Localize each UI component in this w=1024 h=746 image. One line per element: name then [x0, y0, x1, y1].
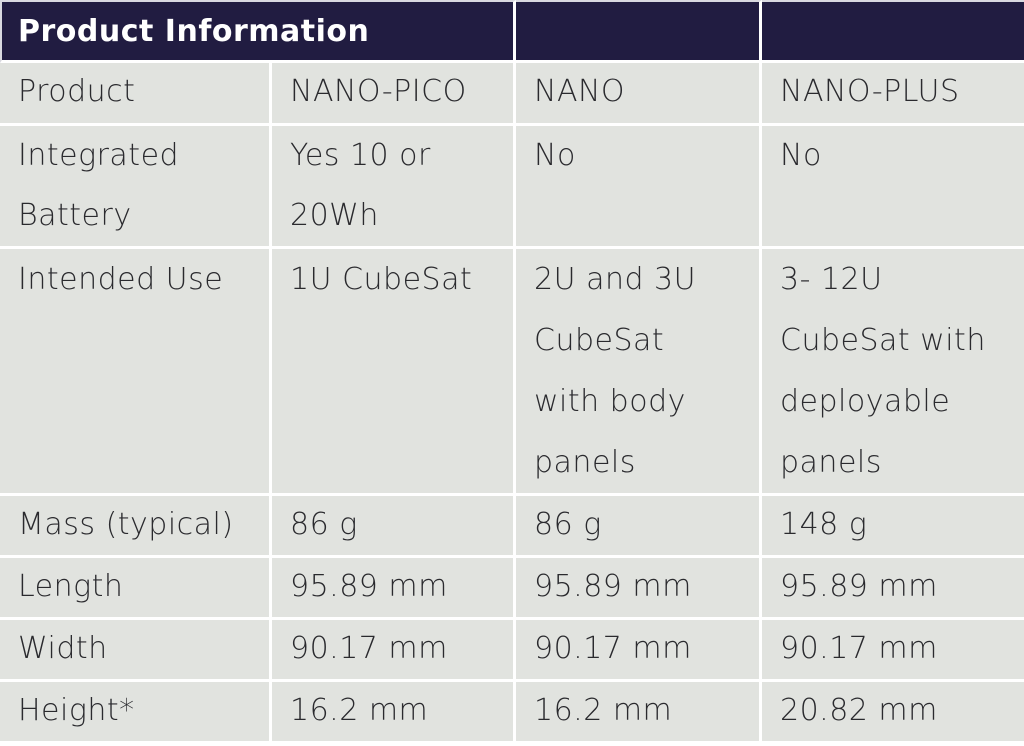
table-cell: Yes 10 or 20Wh	[272, 126, 516, 249]
row-label: Length	[0, 558, 272, 620]
row-label: Intended Use	[0, 249, 272, 496]
table-cell: 148 g	[762, 496, 1024, 558]
row-label: Integrated Battery	[0, 126, 272, 249]
table-row-width: Width 90.17 mm 90.17 mm 90.17 mm	[0, 620, 1024, 682]
table-cell: 86 g	[516, 496, 762, 558]
column-header-nano-plus: NANO-PLUS	[762, 63, 1024, 126]
table-row-mass: Mass (typical) 86 g 86 g 148 g	[0, 496, 1024, 558]
table-cell: 86 g	[272, 496, 516, 558]
table-row-intended-use: Intended Use 1U CubeSat 2U and 3U CubeSa…	[0, 249, 1024, 496]
table-row-product: Product NANO-PICO NANO NANO-PLUS	[0, 63, 1024, 126]
table-cell: 90.17 mm	[516, 620, 762, 682]
column-header-nano-pico: NANO-PICO	[272, 63, 516, 126]
table-cell: 16.2 mm	[272, 682, 516, 744]
table-row-height: Height* 16.2 mm 16.2 mm 20.82 mm	[0, 682, 1024, 744]
table-row-integrated-battery: Integrated Battery Yes 10 or 20Wh No No	[0, 126, 1024, 249]
header-empty-cell	[762, 0, 1024, 63]
table-cell: 95.89 mm	[516, 558, 762, 620]
row-label: Product	[0, 63, 272, 126]
table-cell: No	[762, 126, 1024, 249]
table-cell: 3- 12U CubeSat with deployable panels	[762, 249, 1024, 496]
row-label: Mass (typical)	[0, 496, 272, 558]
table-cell: 90.17 mm	[272, 620, 516, 682]
table-cell: 2U and 3U CubeSat with body panels	[516, 249, 762, 496]
table-title: Product Information	[0, 0, 516, 63]
header-empty-cell	[516, 0, 762, 63]
table-cell: 20.82 mm	[762, 682, 1024, 744]
table-cell: 95.89 mm	[272, 558, 516, 620]
table-cell: 16.2 mm	[516, 682, 762, 744]
row-label: Width	[0, 620, 272, 682]
column-header-nano: NANO	[516, 63, 762, 126]
table-cell: 95.89 mm	[762, 558, 1024, 620]
table-header-row: Product Information	[0, 0, 1024, 63]
table-cell: 1U CubeSat	[272, 249, 516, 496]
table-cell: No	[516, 126, 762, 249]
row-label: Height*	[0, 682, 272, 744]
table-row-length: Length 95.89 mm 95.89 mm 95.89 mm	[0, 558, 1024, 620]
table-cell: 90.17 mm	[762, 620, 1024, 682]
